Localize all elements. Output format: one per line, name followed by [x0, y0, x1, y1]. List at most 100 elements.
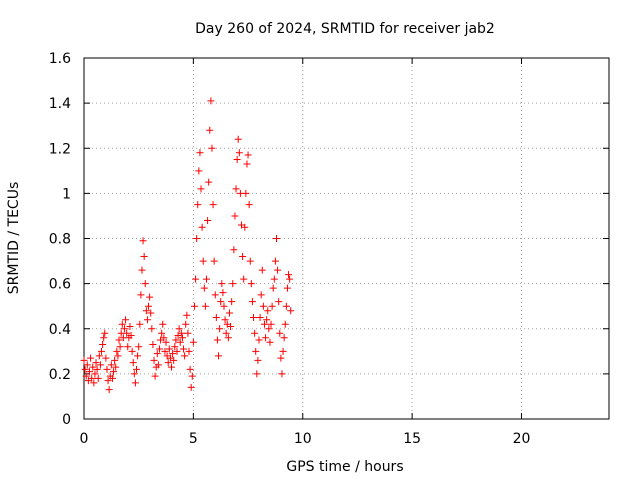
data-point [173, 347, 181, 355]
data-point [95, 352, 103, 360]
data-point [103, 365, 111, 373]
y-tick-label: 0 [62, 412, 71, 428]
data-point [171, 343, 179, 351]
data-point [264, 307, 272, 315]
data-point [253, 370, 261, 378]
data-point [263, 316, 271, 324]
y-tick-label: 1.6 [49, 51, 71, 67]
data-point [120, 325, 128, 333]
x-axis-label: GPS time / hours [286, 459, 403, 475]
data-point [268, 302, 276, 310]
data-point [85, 368, 93, 376]
data-point [180, 345, 188, 353]
data-point [162, 338, 170, 346]
data-point [158, 329, 166, 337]
data-point [259, 302, 267, 310]
data-point [82, 372, 90, 380]
data-point [81, 365, 89, 373]
data-point [148, 325, 156, 333]
data-point [108, 374, 116, 382]
data-point [216, 325, 224, 333]
data-point [136, 320, 144, 328]
data-point [92, 359, 100, 367]
data-point [105, 386, 113, 394]
data-point [181, 352, 189, 360]
data-point [209, 201, 217, 209]
data-point [178, 334, 186, 342]
x-tick-label: 0 [80, 431, 89, 447]
x-tick-label: 20 [513, 431, 531, 447]
data-point [273, 235, 280, 242]
x-tick-label: 5 [189, 431, 198, 447]
data-point [140, 253, 148, 261]
data-point [116, 343, 124, 351]
data-point [210, 257, 218, 265]
data-point [100, 334, 108, 342]
data-point [89, 363, 97, 371]
data-point [270, 275, 278, 283]
data-point [234, 135, 242, 143]
data-point [126, 322, 134, 330]
data-point [220, 302, 228, 310]
data-point [267, 320, 275, 328]
data-point [260, 320, 268, 328]
data-point [185, 347, 193, 355]
data-point [186, 365, 194, 373]
grid-lines [84, 58, 609, 419]
data-point [227, 322, 235, 330]
data-point [124, 343, 132, 351]
data-point [224, 334, 232, 342]
data-point [123, 329, 131, 337]
data-point [211, 291, 219, 299]
y-axis-label: SRMTID / TECUs [6, 182, 22, 295]
y-tick-label: 0.6 [49, 277, 71, 293]
data-point [190, 302, 198, 310]
data-point [247, 280, 255, 288]
data-point [231, 212, 239, 220]
data-point [168, 363, 175, 371]
data-point [187, 383, 195, 391]
data-point [276, 329, 284, 337]
data-point [114, 352, 122, 360]
data-point [235, 149, 243, 157]
data-point [285, 271, 293, 279]
data-point [83, 361, 91, 369]
data-point [250, 313, 258, 321]
data-point [177, 329, 185, 337]
data-point [183, 311, 191, 319]
y-tick-label: 0.8 [49, 232, 71, 248]
data-point [254, 356, 262, 364]
data-point [160, 334, 168, 342]
data-point [142, 307, 150, 315]
data-point [122, 316, 130, 324]
data-points [80, 97, 295, 394]
data-point [128, 347, 136, 355]
data-point [212, 313, 220, 321]
data-point [112, 363, 120, 371]
data-point [150, 356, 158, 364]
data-point [197, 185, 205, 193]
data-point [196, 149, 204, 157]
data-point [102, 354, 110, 362]
data-point [80, 356, 88, 364]
data-point [206, 126, 214, 134]
data-point [115, 336, 123, 344]
data-point [258, 266, 266, 274]
data-point [257, 291, 265, 299]
y-tick-label: 0.2 [49, 367, 71, 383]
data-point [135, 343, 143, 351]
data-point [241, 223, 249, 231]
data-point [130, 370, 138, 378]
data-point [131, 379, 139, 387]
data-point [232, 185, 240, 193]
data-point [110, 368, 118, 376]
data-point [161, 347, 169, 355]
data-point [176, 338, 184, 346]
data-point [143, 316, 151, 324]
data-point [286, 275, 294, 283]
y-tick-label: 1 [62, 186, 71, 202]
data-point [275, 298, 283, 306]
data-point [287, 307, 295, 315]
data-point [204, 216, 212, 224]
